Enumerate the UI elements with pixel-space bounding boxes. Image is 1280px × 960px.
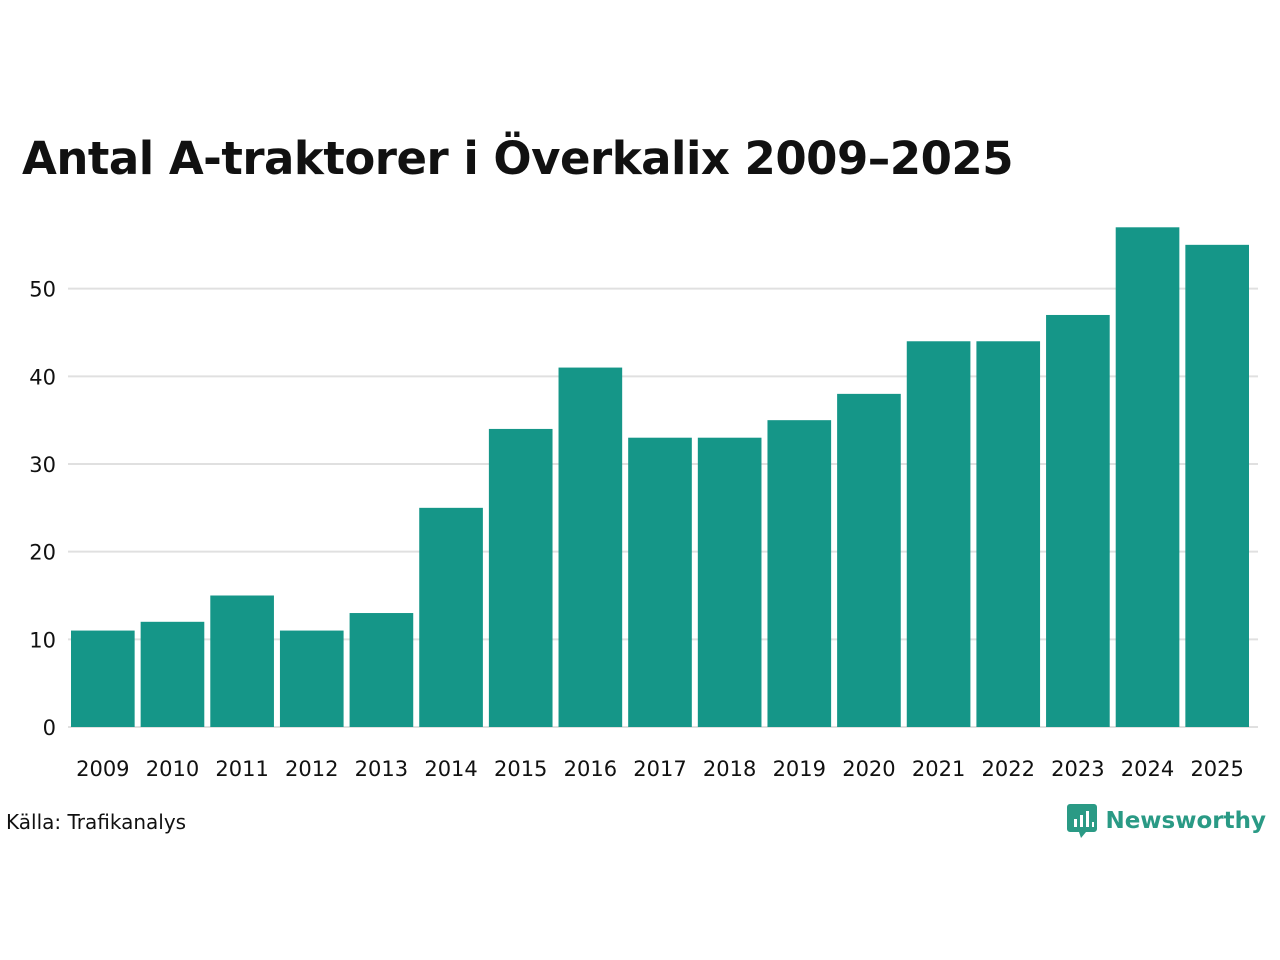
bar-2012 [279,630,344,727]
source-note: Källa: Trafikanalys [6,810,187,834]
x-tick-label: 2012 [285,757,338,781]
x-tick-label: 2016 [564,757,617,781]
x-tick-label: 2025 [1190,757,1243,781]
brand-name: Newsworthy [1105,808,1266,834]
y-tick-label: 20 [29,541,56,565]
x-tick-label: 2015 [494,757,547,781]
bar-2015 [488,428,553,727]
y-tick-label: 0 [43,716,56,740]
chart-title: Antal A-traktorer i Överkalix 2009–2025 [22,132,1014,185]
x-tick-label: 2014 [424,757,477,781]
bar-2024 [1115,227,1180,728]
bar-chart-speech-bubble-icon [1067,804,1098,838]
y-axis-ticks: 0 10 20 30 40 50 [29,278,56,740]
bar-2010 [140,621,205,727]
y-tick-label: 40 [29,365,56,389]
bar-2022 [976,341,1041,727]
bar-2019 [767,420,832,727]
x-tick-label: 2018 [703,757,756,781]
x-tick-label: 2017 [633,757,686,781]
x-tick-label: 2021 [912,757,965,781]
x-tick-label: 2019 [773,757,826,781]
bar-2013 [349,613,414,727]
y-tick-label: 50 [29,278,56,302]
x-tick-label: 2024 [1121,757,1174,781]
bar-2014 [419,507,483,727]
bar-2020 [837,393,901,727]
bar-2016 [558,367,623,727]
bar-2011 [210,595,274,727]
x-tick-label: 2023 [1051,757,1104,781]
x-tick-label: 2011 [215,757,268,781]
bar-2023 [1046,314,1110,727]
x-axis-ticks: 2009 2010 2011 2012 2013 2014 2015 2016 2017 2018… [76,757,1244,781]
x-tick-label: 2022 [982,757,1035,781]
brand-logo: Newsworthy [1067,804,1266,838]
x-tick-label: 2013 [355,757,408,781]
y-tick-label: 10 [29,628,56,652]
x-tick-label: 2020 [842,757,895,781]
bar-2018 [697,437,762,727]
y-tick-label: 30 [29,453,56,477]
bar-2017 [628,437,692,727]
x-tick-label: 2009 [76,757,129,781]
bar-2025 [1185,244,1249,728]
bars [71,227,1249,728]
bar-2021 [906,341,971,727]
bar-2009 [71,630,135,727]
x-tick-label: 2010 [146,757,199,781]
